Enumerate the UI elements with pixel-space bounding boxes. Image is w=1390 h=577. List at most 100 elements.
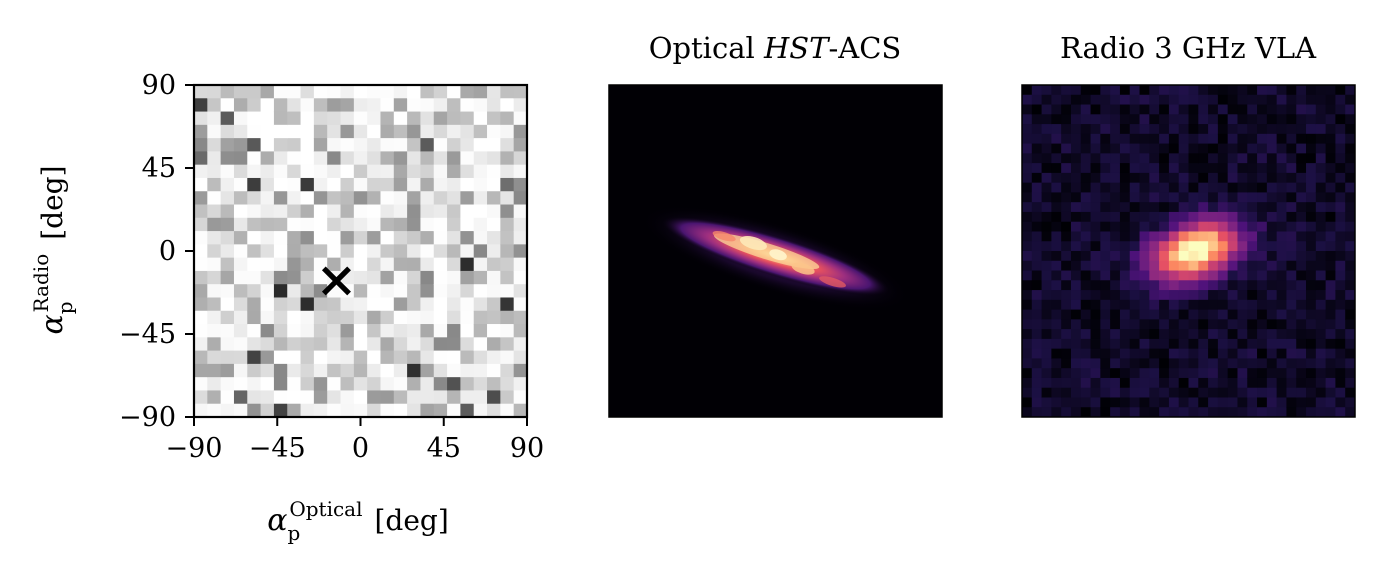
histogram-cell (260, 151, 275, 166)
histogram-cell (207, 377, 222, 392)
radio-pixel (1031, 299, 1043, 311)
histogram-cell (420, 231, 435, 245)
histogram-cell (513, 284, 528, 299)
radio-pixel (1178, 387, 1190, 399)
radio-pixel (1227, 143, 1239, 154)
histogram-cell (340, 138, 355, 152)
radio-pixel (1178, 133, 1190, 145)
radio-pixel (1100, 397, 1111, 408)
radio-pixel (1237, 270, 1248, 281)
radio-pixel (1276, 280, 1288, 291)
radio-pixel (1070, 251, 1082, 262)
histogram-cell (313, 337, 328, 352)
radio-pixel (1257, 377, 1268, 389)
radio-pixel (1149, 153, 1160, 164)
histogram-cell (287, 138, 302, 152)
histogram-cell (380, 98, 395, 113)
radio-pixel (1051, 94, 1062, 106)
radio-pixel (1168, 358, 1180, 369)
radio-pixel (1159, 192, 1170, 203)
histogram-cell (233, 151, 248, 166)
histogram-cell (353, 284, 368, 299)
histogram-cell (287, 204, 302, 219)
radio-pixel (1051, 114, 1062, 125)
radio-pixel (1345, 319, 1355, 330)
histogram-cell (513, 231, 528, 245)
radio-pixel (1139, 241, 1150, 252)
histogram-cell (473, 231, 488, 245)
radio-pixel (1286, 280, 1297, 291)
histogram-cell (433, 403, 448, 418)
radio-pixel (1345, 270, 1355, 281)
radio-pixel (1080, 143, 1092, 154)
histogram-cell (287, 177, 302, 192)
radio-pixel (1119, 192, 1131, 203)
radio-pixel (1090, 348, 1101, 360)
radio-pixel (1090, 143, 1101, 154)
radio-pixel (1208, 192, 1219, 203)
radio-pixel (1345, 231, 1355, 242)
radio-pixel (1129, 377, 1141, 389)
radio-pixel (1041, 231, 1052, 242)
histogram-cell (260, 363, 275, 378)
radio-pixel (1188, 182, 1199, 194)
histogram-cell (287, 377, 302, 392)
histogram-cell (513, 151, 528, 166)
radio-pixel (1345, 309, 1355, 320)
histogram-cell (433, 244, 448, 259)
radio-pixel (1041, 211, 1052, 223)
histogram-cell (233, 270, 248, 285)
histogram-cell (313, 231, 328, 245)
radio-pixel (1306, 143, 1317, 154)
histogram-cell (260, 257, 275, 272)
radio-pixel (1286, 358, 1297, 369)
radio-pixel (1227, 124, 1239, 135)
histogram-cell (313, 270, 328, 285)
radio-pixel (1100, 133, 1111, 145)
histogram-cell (273, 270, 288, 285)
histogram-cell (207, 244, 222, 259)
radio-pixel (1208, 124, 1219, 135)
histogram-cell (433, 310, 448, 325)
radio-pixel (1217, 309, 1229, 320)
radio-pixel (1178, 397, 1190, 408)
histogram-cell (207, 257, 222, 272)
radio-pixel (1306, 182, 1317, 194)
radio-pixel (1286, 329, 1297, 340)
radio-pixel (1119, 270, 1131, 281)
radio-pixel (1276, 407, 1288, 417)
histogram-cell (460, 297, 475, 312)
radio-pixel (1051, 182, 1062, 194)
radio-pixel (1168, 231, 1180, 242)
radio-pixel (1315, 202, 1327, 213)
histogram-cell (287, 164, 302, 179)
histogram-cell (300, 284, 315, 299)
radio-pixel (1070, 211, 1082, 223)
radio-pixel (1149, 133, 1160, 145)
histogram-cell (473, 111, 488, 126)
radio-pixel (1159, 172, 1170, 184)
radio-pixel (1247, 348, 1258, 360)
histogram-cell (247, 85, 262, 99)
radio-pixel (1335, 329, 1346, 340)
radio-pixel (1266, 143, 1278, 154)
radio-pixel (1051, 407, 1062, 417)
radio-pixel (1022, 211, 1033, 223)
radio-pixel (1110, 94, 1121, 106)
radio-pixel (1306, 377, 1317, 389)
radio-pixel (1119, 114, 1131, 125)
radio-pixel (1119, 153, 1131, 164)
radio-pixel (1129, 192, 1141, 203)
radio-pixel (1168, 192, 1180, 203)
radio-pixel (1325, 397, 1337, 408)
radio-pixel (1090, 133, 1101, 145)
radio-pixel (1119, 407, 1131, 417)
histogram-cell (287, 310, 302, 325)
radio-pixel (1257, 338, 1268, 350)
radio-pixel (1345, 153, 1355, 164)
histogram-cell (367, 111, 382, 126)
radio-pixel (1325, 329, 1337, 340)
radio-pixel (1276, 231, 1288, 242)
histogram-cell (420, 191, 435, 206)
radio-pixel (1041, 397, 1052, 408)
